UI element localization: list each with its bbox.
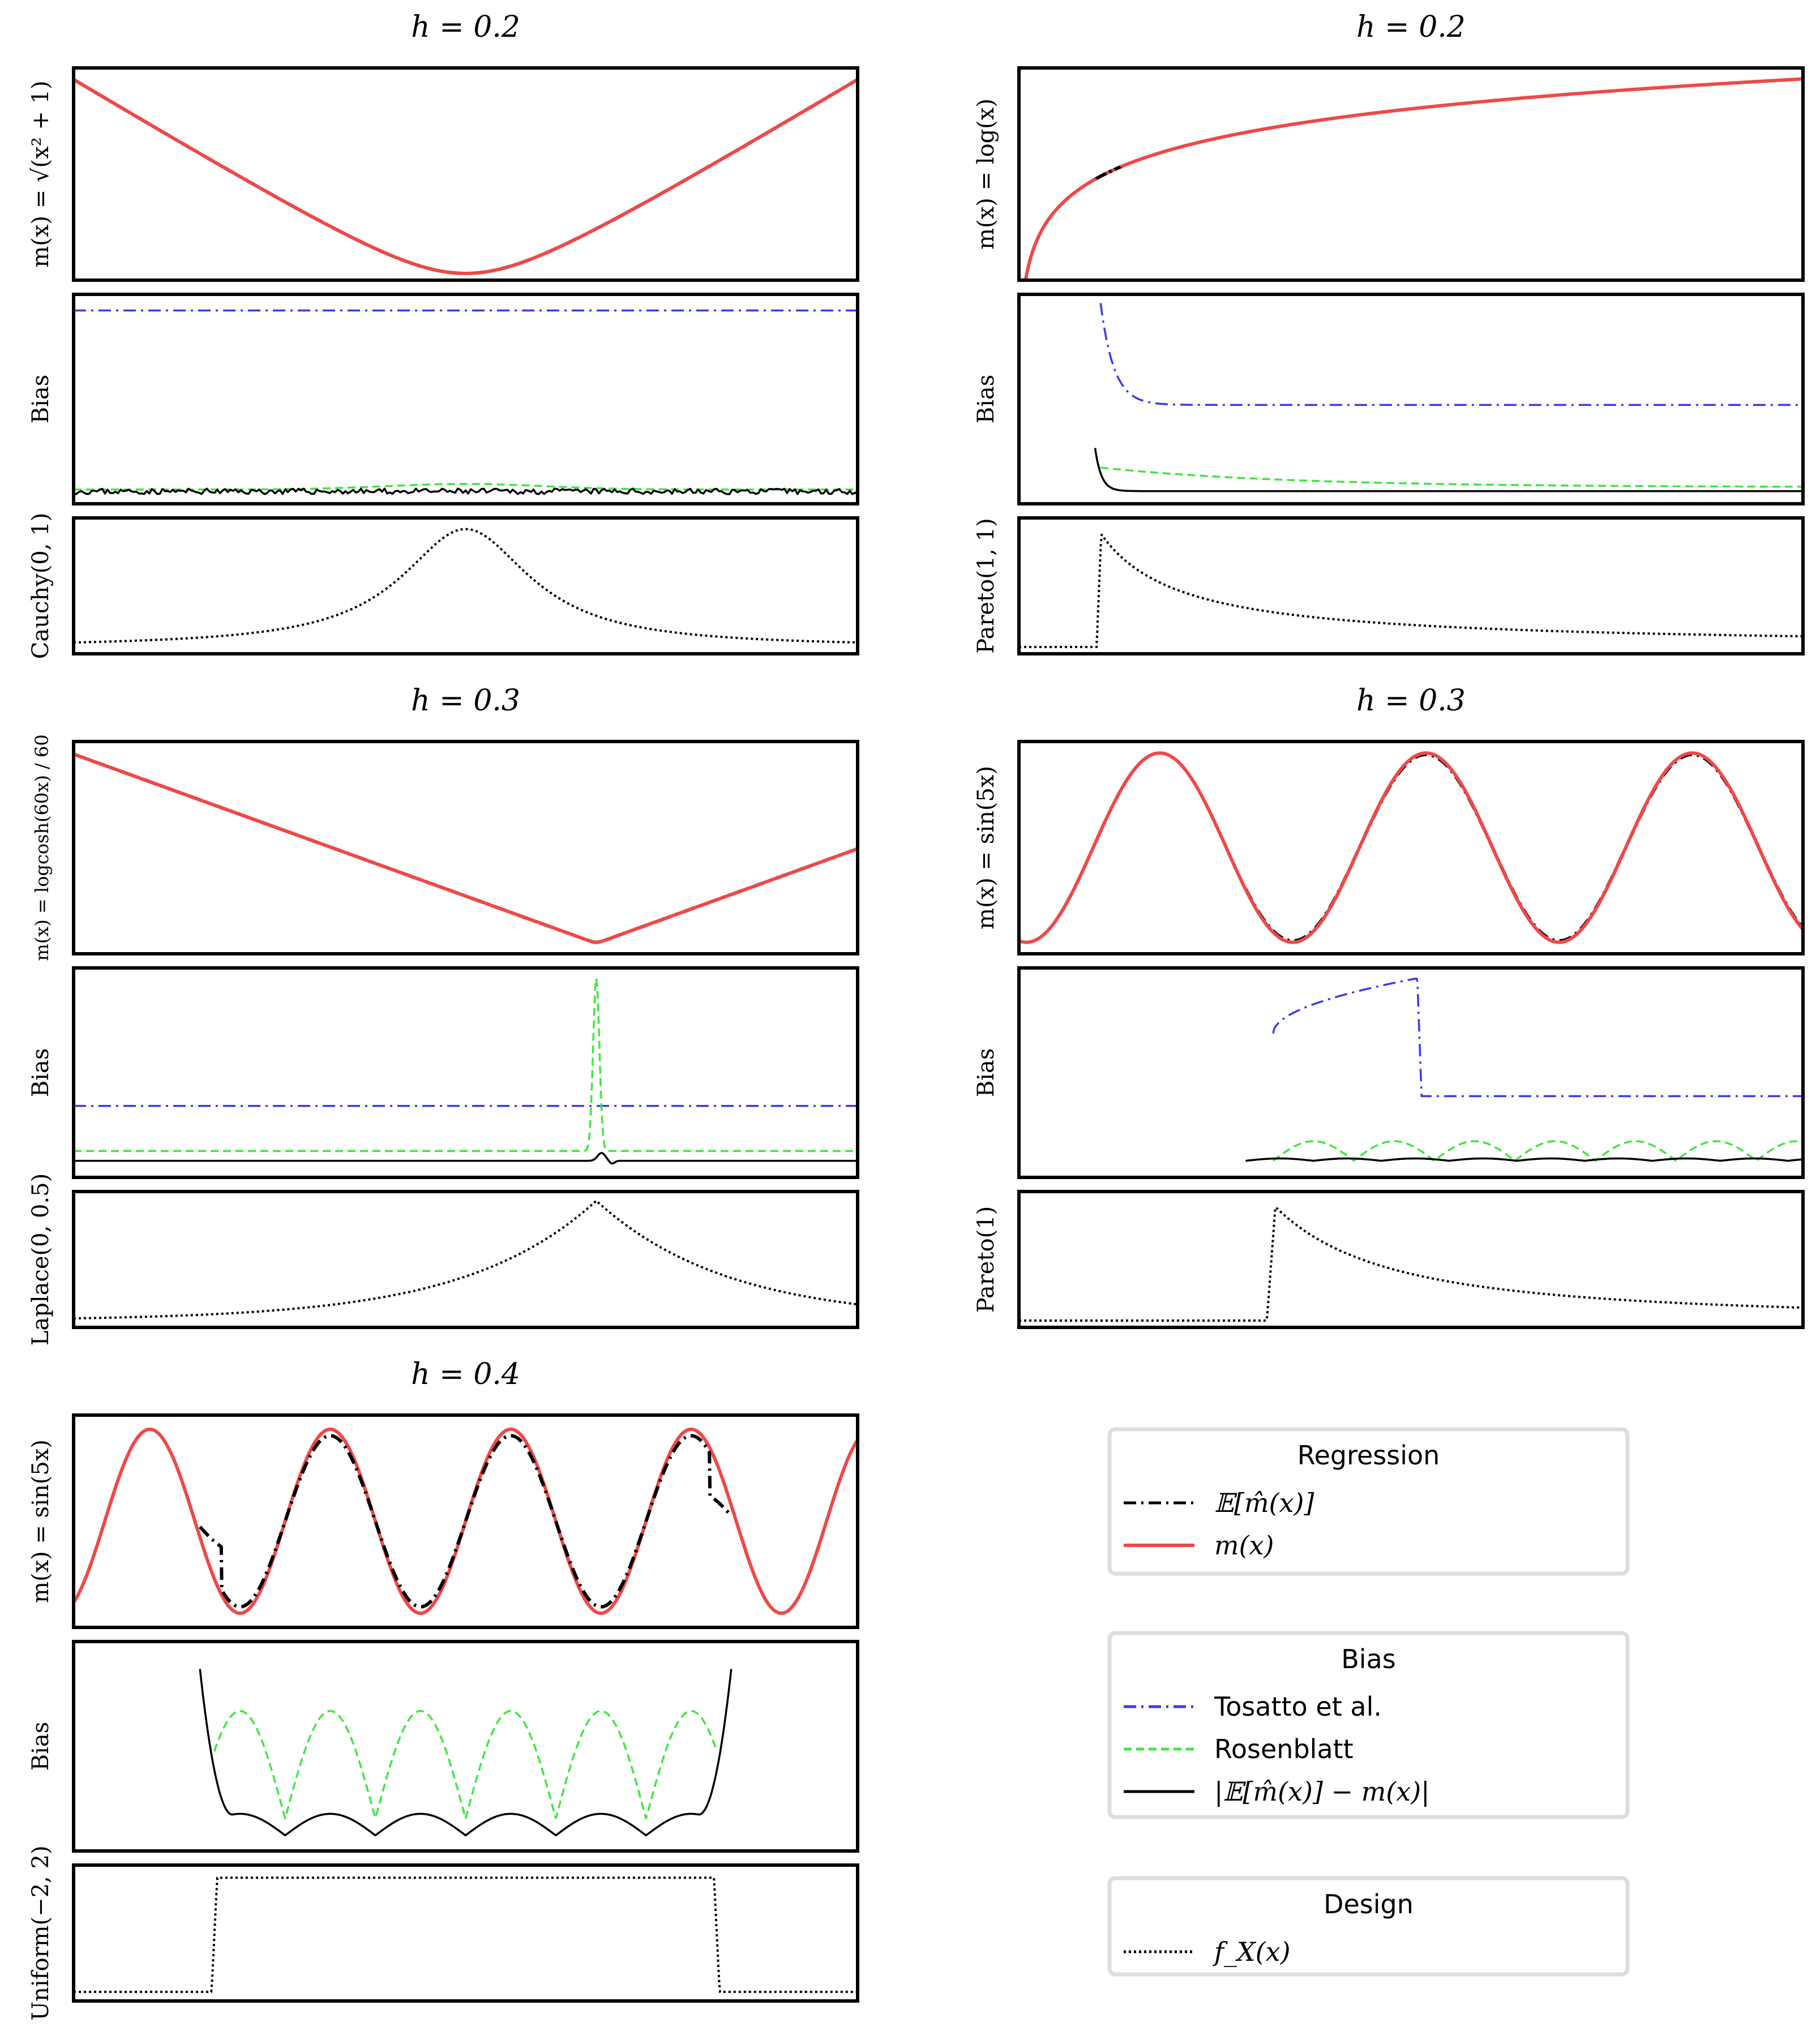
s5-bias-plot-area	[199, 1669, 733, 1837]
s2-design-frame	[1017, 516, 1805, 655]
s5-bias-abs_bias-line	[199, 1669, 733, 1837]
s4-design-frame	[1017, 1190, 1805, 1329]
legend-label: m(x)	[1214, 1530, 1274, 1561]
design-ylabel: Pareto(1, 1)	[973, 518, 999, 653]
s2-regression-plot-area	[1023, 77, 1803, 280]
s2-bias-rosenblatt-line	[1100, 466, 1803, 488]
bias-ylabel: Bias	[28, 375, 54, 424]
subplot-1: h = 0.2 m(x) = √(x² + 1) Bias Cauchy(0, 1)	[28, 10, 859, 659]
bias-ylabel: Bias	[28, 1722, 54, 1771]
regression-ylabel: m(x) = log(x)	[973, 98, 999, 250]
s3-regression-regression_mean-line	[74, 752, 858, 944]
legend-label: f_X(x)	[1213, 1936, 1291, 1967]
bias-ylabel: Bias	[973, 1048, 999, 1098]
subplot-3: h = 0.3 m(x) = logcosh(60x) / 60 Bias Lapla…	[28, 684, 859, 1345]
design-ylabel: Uniform(−2, 2)	[28, 1845, 54, 2020]
subplot-title: h = 0.4	[411, 1357, 520, 1391]
s3-design-plot-area	[74, 1199, 858, 1320]
subplot-title: h = 0.2	[1356, 10, 1466, 44]
legend-title: Design	[1324, 1889, 1414, 1919]
s5-design-plot-area	[74, 1876, 858, 1993]
s2-bias-plot-area	[1094, 303, 1803, 492]
s1-regression-plot-area	[74, 78, 858, 275]
s4-bias-frame	[1017, 966, 1805, 1179]
regression-ylabel: m(x) = sin(5x)	[973, 766, 999, 929]
s3-regression-true_function-line	[74, 752, 858, 944]
legend-box	[1107, 1631, 1630, 1819]
legend-bias: Bias Tosatto et al. Rosenblatt |𝔼[m̂(x)] − …	[1107, 1631, 1630, 1819]
s2-regression-frame	[1017, 66, 1805, 282]
s2-regression-regression_mean-line	[1095, 165, 1122, 181]
bias-ylabel: Bias	[28, 1048, 54, 1098]
legend-box	[1107, 1427, 1630, 1576]
s4-design-plot-area	[1019, 1206, 1803, 1322]
s3-design-design-line	[74, 1199, 858, 1320]
s5-design-frame	[72, 1863, 859, 2003]
s3-bias-plot-area	[74, 978, 858, 1165]
legend-title: Bias	[1341, 1644, 1396, 1674]
s1-design-design-line	[74, 528, 858, 644]
design-ylabel: Pareto(1)	[973, 1206, 999, 1313]
s3-bias-frame	[72, 966, 859, 1179]
s3-design-frame	[72, 1190, 859, 1329]
s5-bias-frame	[72, 1640, 859, 1853]
s2-bias-abs_bias-line	[1094, 448, 1803, 492]
s2-design-design-line	[1019, 533, 1803, 648]
s4-bias-plot-area	[1245, 978, 1803, 1162]
s1-bias-abs_bias-line	[74, 487, 858, 495]
s1-regression-regression_mean-line	[74, 78, 858, 275]
legend-label: 𝔼[m̂(x)]	[1214, 1488, 1314, 1518]
regression-ylabel: m(x) = logcosh(60x) / 60	[31, 734, 53, 961]
s5-regression-plot-area	[74, 1428, 858, 1615]
regression-ylabel: m(x) = √(x² + 1)	[28, 80, 54, 267]
s3-bias-rosenblatt-line	[74, 978, 858, 1152]
s1-regression-true_function-line	[74, 78, 858, 275]
s4-bias-rosenblatt-line	[1273, 1140, 1803, 1162]
s3-bias-abs_bias-line	[74, 1152, 858, 1165]
subplot-5: h = 0.4 m(x) = sin(5x) Bias Uniform(−2, 2)	[28, 1357, 859, 2021]
s1-bias-frame	[72, 293, 859, 505]
legend-title: Regression	[1297, 1440, 1440, 1471]
design-ylabel: Laplace(0, 0.5)	[28, 1173, 54, 1345]
s4-bias-tosatto-line	[1272, 978, 1803, 1098]
s4-regression-true_function-line	[1019, 751, 1803, 944]
s4-regression-plot-area	[1019, 751, 1803, 944]
subplot-4: h = 0.3 m(x) = sin(5x) Bias Pareto(1)	[973, 684, 1805, 1329]
subplot-title: h = 0.3	[1356, 684, 1466, 718]
legend-label: Tosatto et al.	[1214, 1691, 1382, 1722]
s2-bias-frame	[1017, 293, 1805, 505]
s4-regression-frame	[1017, 740, 1805, 955]
s5-bias-rosenblatt-line	[213, 1709, 718, 1820]
legend-label: Rosenblatt	[1214, 1734, 1354, 1764]
subplot-title: h = 0.2	[411, 10, 520, 44]
legend-regression: Regression 𝔼[m̂(x)] m(x)	[1107, 1427, 1630, 1576]
s1-design-frame	[72, 516, 859, 655]
s1-regression-frame	[72, 66, 859, 282]
s5-regression-true_function-line	[74, 1428, 858, 1615]
subplot-2: h = 0.2 m(x) = log(x) Bias Pareto(1, 1)	[973, 10, 1805, 655]
s4-bias-abs_bias-line	[1245, 1157, 1803, 1162]
subplot-title: h = 0.3	[411, 684, 520, 718]
s5-design-design-line	[74, 1876, 858, 1993]
regression-ylabel: m(x) = sin(5x)	[28, 1439, 54, 1603]
legend-label: |𝔼[m̂(x)] − m(x)|	[1214, 1776, 1430, 1807]
s1-design-plot-area	[74, 528, 858, 644]
legend-box	[1107, 1876, 1630, 1977]
s2-regression-true_function-line	[1023, 77, 1803, 280]
s5-regression-frame	[72, 1413, 859, 1629]
legend-design: Design f_X(x)	[1107, 1876, 1630, 1977]
s1-bias-rosenblatt-line	[74, 483, 858, 491]
bias-ylabel: Bias	[973, 375, 999, 424]
s5-regression-regression_mean-line	[199, 1434, 733, 1609]
s3-regression-frame	[72, 740, 859, 955]
s4-design-design-line	[1019, 1206, 1803, 1322]
s1-bias-plot-area	[74, 309, 858, 495]
s3-regression-plot-area	[74, 752, 858, 944]
s2-design-plot-area	[1019, 533, 1803, 648]
s2-bias-tosatto-line	[1099, 303, 1803, 406]
design-ylabel: Cauchy(0, 1)	[28, 513, 54, 659]
